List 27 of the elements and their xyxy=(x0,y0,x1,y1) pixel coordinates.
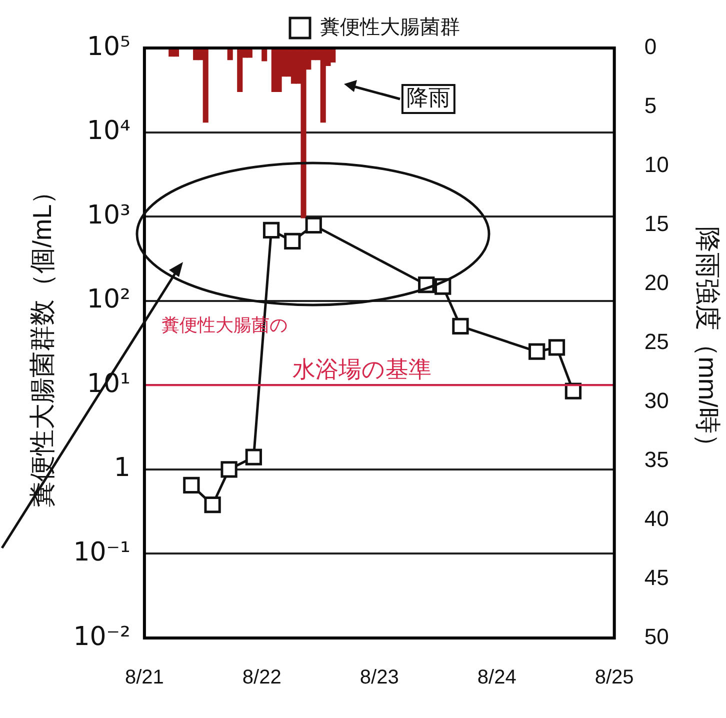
y-tick-label: 10³ xyxy=(86,200,130,230)
ref-line-label: 水浴場の基準 xyxy=(292,356,432,382)
y2-tick-label: 25 xyxy=(644,329,669,354)
y2-tick-label: 0 xyxy=(644,34,657,60)
y2-tick-label: 5 xyxy=(644,93,657,118)
x-tick-label: 8/25 xyxy=(594,666,634,689)
x-tick-label: 8/23 xyxy=(360,666,399,689)
y2-tick-label: 30 xyxy=(644,388,669,414)
y-tick-label: 10² xyxy=(86,284,130,315)
y2-tick-label: 35 xyxy=(644,447,669,472)
y2-tick-label: 45 xyxy=(644,565,669,590)
y2-tick-label: 20 xyxy=(644,270,669,296)
x-tick-label: 8/24 xyxy=(477,666,516,689)
y-tick-label: 10⁻¹ xyxy=(73,537,130,568)
y2-axis-title: 降雨強度（mm/時） xyxy=(693,226,724,460)
y-tick-label: 10⁻² xyxy=(73,622,130,652)
y2-tick-label: 10 xyxy=(644,152,669,178)
y2-tick-label: 50 xyxy=(644,624,669,650)
x-tick-label: 8/21 xyxy=(124,666,164,689)
y2-tick-label: 15 xyxy=(644,211,669,236)
y-tick-label: 10⁴ xyxy=(86,116,130,146)
y2-tick-label: 40 xyxy=(644,506,669,532)
y-tick-label: 10⁵ xyxy=(86,32,130,62)
annotation: 降雨 xyxy=(406,85,450,110)
x-tick-label: 8/22 xyxy=(242,666,282,689)
y-tick-label: 1 xyxy=(114,453,130,484)
legend-label: 糞便性大腸菌群 xyxy=(320,16,460,39)
